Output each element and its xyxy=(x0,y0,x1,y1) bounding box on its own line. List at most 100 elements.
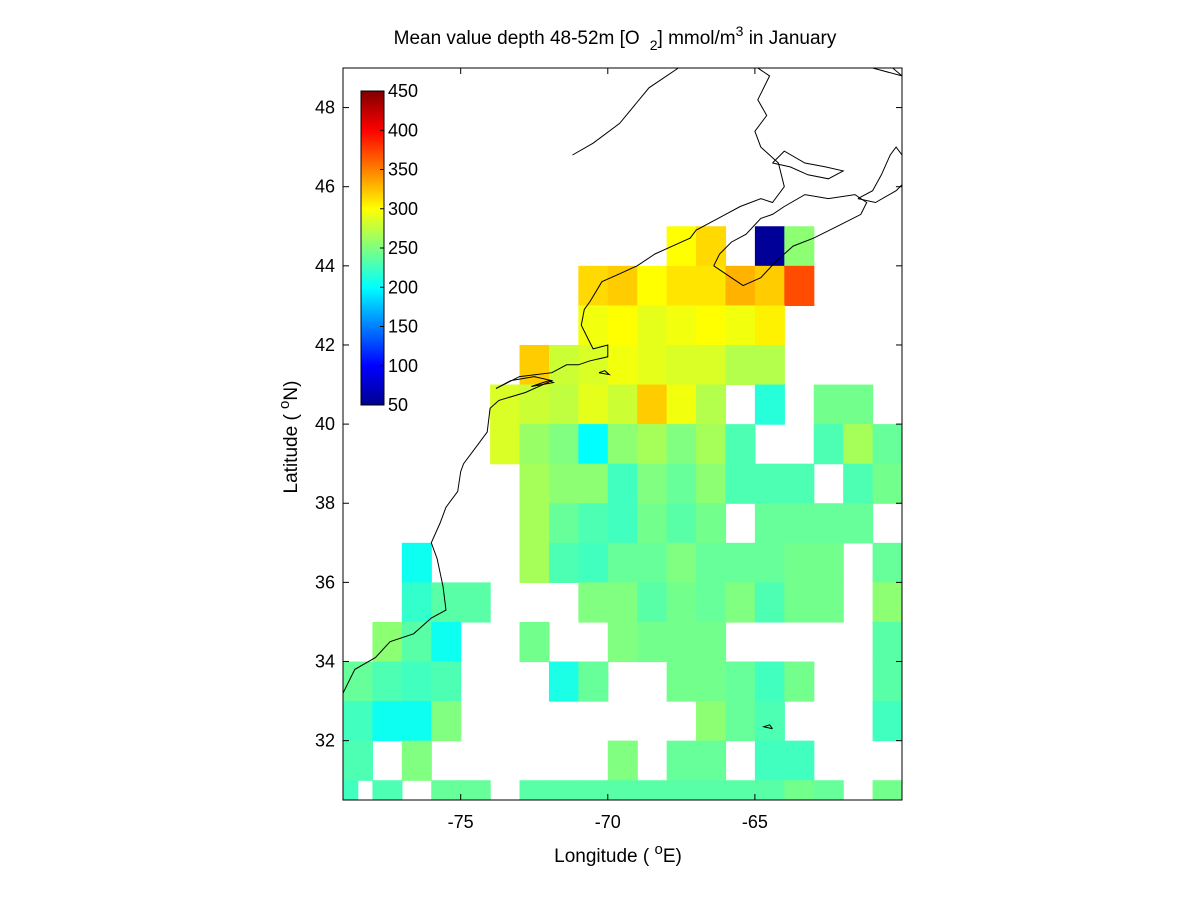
heatmap-cell xyxy=(548,503,579,544)
heatmap-cell xyxy=(666,503,697,544)
heatmap-cell xyxy=(784,542,815,583)
y-tick-label: 40 xyxy=(315,414,335,434)
heatmap-cell xyxy=(784,463,815,504)
colorbar-tick-label: 450 xyxy=(388,81,418,101)
heatmap-cell xyxy=(725,344,756,386)
heatmap-cell xyxy=(637,344,668,386)
heatmap-cell xyxy=(578,463,609,504)
heatmap-cell xyxy=(578,384,609,425)
heatmap-cell xyxy=(666,305,697,346)
heatmap-cell xyxy=(725,265,756,307)
heatmap-cell xyxy=(578,305,609,346)
heatmap-cell xyxy=(696,265,727,307)
heatmap-cell xyxy=(637,265,668,307)
heatmap-cell xyxy=(872,701,902,742)
x-axis-ticks: -75 -70 -65 xyxy=(448,68,768,832)
title-part-b: ] mmol/m xyxy=(658,28,736,49)
heatmap-cell xyxy=(490,384,521,425)
heatmap-cell xyxy=(872,780,902,800)
heatmap-cell xyxy=(666,661,697,702)
heatmap-cell xyxy=(666,542,697,583)
y-tick-label: 48 xyxy=(315,98,335,118)
y-tick-label: 42 xyxy=(315,335,335,355)
heatmap-cell xyxy=(519,542,550,583)
y-tick-label: 38 xyxy=(315,493,335,513)
heatmap-cell xyxy=(754,305,785,346)
heatmap-cell xyxy=(754,265,785,307)
heatmap-cell xyxy=(725,582,756,623)
heatmap-cell xyxy=(578,424,609,465)
heatmap-cell xyxy=(548,384,579,425)
title-part-a: Mean value depth 48-52m [O xyxy=(394,28,640,49)
coastline-segment xyxy=(531,380,556,387)
y-tick-label: 46 xyxy=(315,177,335,197)
heatmap-cell xyxy=(813,582,844,623)
heatmap-cell xyxy=(637,582,668,623)
title-superscript: 3 xyxy=(736,23,744,39)
colorbar-tick-label: 350 xyxy=(388,160,418,180)
heatmap-cell xyxy=(460,780,491,800)
heatmap-cell xyxy=(754,582,785,623)
heatmap-cell xyxy=(754,463,785,504)
heatmap-cell xyxy=(843,463,874,504)
coastline-segment xyxy=(857,146,902,204)
heatmap-cell xyxy=(725,305,756,346)
heatmap-cell xyxy=(696,780,727,800)
heatmap-cell xyxy=(784,265,815,307)
heatmap-cell xyxy=(607,424,638,465)
heatmap-cell xyxy=(401,740,432,781)
heatmap-cell xyxy=(607,463,638,504)
heatmap-cell xyxy=(754,344,785,386)
heatmap-cell xyxy=(637,542,668,583)
colorbar-tick-label: 400 xyxy=(388,120,418,140)
heatmap-cell xyxy=(872,463,902,504)
heatmap-cell xyxy=(548,463,579,504)
heatmap-cell xyxy=(725,701,756,742)
heatmap-cell xyxy=(696,344,727,386)
heatmap-cell xyxy=(754,780,785,800)
heatmap-cell xyxy=(578,582,609,623)
heatmap-cell xyxy=(784,503,815,544)
heatmap-cell xyxy=(637,305,668,346)
heatmap-cell xyxy=(401,542,432,583)
heatmap-cell xyxy=(607,621,638,663)
xlabel-part-a: Longitude ( xyxy=(554,846,654,867)
colorbar-tick-label: 100 xyxy=(388,356,418,376)
heatmap-cell xyxy=(431,661,462,702)
heatmap-cell xyxy=(696,621,727,663)
heatmap-cell xyxy=(872,621,902,663)
xlabel-part-b: E) xyxy=(663,846,682,867)
heatmap-cell xyxy=(843,424,874,465)
chart-title: Mean value depth 48-52m [O 2] mmol/m3 in … xyxy=(394,23,837,53)
heatmap-cell xyxy=(666,384,697,425)
heatmap-cell xyxy=(784,740,815,781)
title-part-c: in January xyxy=(743,28,836,49)
heatmap-cell xyxy=(666,582,697,623)
heatmap-cell xyxy=(343,661,374,702)
heatmap-cell xyxy=(401,582,432,623)
heatmap-cell xyxy=(813,542,844,583)
heatmap-cell xyxy=(813,424,844,465)
heatmap-cell xyxy=(813,780,844,800)
coastline xyxy=(343,68,902,730)
plot-frame xyxy=(342,67,903,801)
heatmap-cell xyxy=(637,780,668,800)
heatmap-cell xyxy=(754,701,785,742)
heatmap-cell xyxy=(813,503,844,544)
heatmap-cell xyxy=(784,226,815,267)
heatmap-cell xyxy=(490,424,521,465)
coastline-segment xyxy=(761,724,773,730)
heatmap-cell xyxy=(637,621,668,663)
heatmap-cell xyxy=(607,582,638,623)
heatmap-cell xyxy=(637,503,668,544)
heatmap-cell xyxy=(519,463,550,504)
heatmap-cell xyxy=(813,384,844,425)
x-axis-label: Longitude ( oE) xyxy=(554,841,682,867)
heatmap-cell xyxy=(578,542,609,583)
heatmap-cell xyxy=(607,344,638,386)
heatmap-cell xyxy=(696,701,727,742)
heatmap-cell xyxy=(725,661,756,702)
colorbar: 50 100 150 200 250 300 350 400 450 xyxy=(360,81,418,415)
heatmap-cell xyxy=(696,582,727,623)
heatmap-cell xyxy=(431,621,462,663)
